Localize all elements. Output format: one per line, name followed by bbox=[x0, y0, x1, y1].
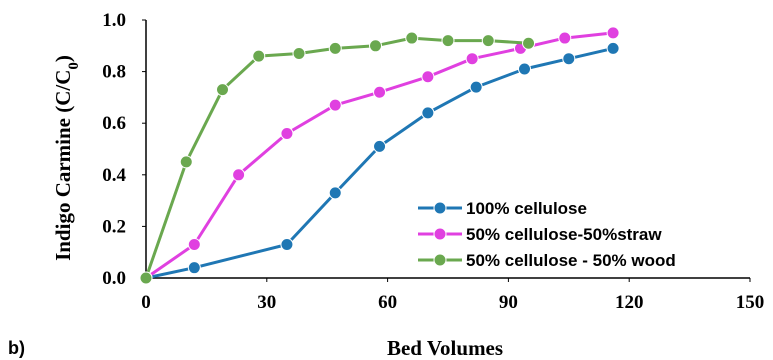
x-axis-title: Bed Volumes bbox=[387, 336, 503, 360]
data-point bbox=[139, 271, 153, 285]
y-tick-label: 0.6 bbox=[102, 113, 126, 134]
y-axis-title-subscript: 0 bbox=[66, 62, 82, 70]
panel-label: b) bbox=[8, 338, 25, 358]
legend-label: 100% cellulose bbox=[466, 199, 587, 218]
series-layer bbox=[139, 26, 620, 285]
data-point bbox=[405, 31, 419, 45]
data-point bbox=[369, 39, 383, 53]
data-point bbox=[421, 106, 435, 120]
x-tick-label: 0 bbox=[141, 292, 151, 313]
legend-item-3: 50% cellulose - 50% wood bbox=[418, 251, 676, 270]
x-tick-label: 60 bbox=[378, 292, 397, 313]
legend-item-1: 100% cellulose bbox=[418, 199, 587, 218]
legend-item-2: 50% cellulose-50%straw bbox=[418, 225, 662, 244]
data-point bbox=[252, 49, 266, 63]
data-point bbox=[280, 237, 294, 251]
data-point bbox=[216, 83, 230, 97]
series-line bbox=[145, 46, 614, 280]
data-point bbox=[518, 62, 532, 76]
data-point bbox=[558, 31, 572, 45]
legend-marker bbox=[433, 227, 447, 241]
data-point bbox=[606, 26, 620, 40]
data-point bbox=[373, 85, 387, 99]
legend-marker bbox=[433, 253, 447, 267]
series-2 bbox=[139, 26, 620, 285]
data-point bbox=[292, 47, 306, 61]
y-tick-label: 1.0 bbox=[102, 10, 126, 31]
data-point bbox=[441, 34, 455, 48]
y-tick-label: 0.4 bbox=[102, 165, 126, 186]
data-point bbox=[522, 36, 536, 50]
legend-label: 50% cellulose - 50% wood bbox=[466, 251, 676, 270]
legend: 100% cellulose 50% cellulose-50%straw 50% … bbox=[418, 199, 676, 270]
data-point bbox=[187, 237, 201, 251]
data-point bbox=[481, 34, 495, 48]
data-point bbox=[465, 52, 479, 66]
data-point bbox=[606, 41, 620, 55]
data-point bbox=[232, 168, 246, 182]
x-tick-label: 120 bbox=[615, 292, 644, 313]
y-axis-title-main: Indigo Carmine (C/C bbox=[51, 70, 75, 261]
x-tick-label: 90 bbox=[499, 292, 518, 313]
y-tick-label: 0.2 bbox=[102, 216, 126, 237]
y-axis-title-suffix: ) bbox=[51, 55, 75, 62]
data-point bbox=[562, 52, 576, 66]
y-tick-label: 0.0 bbox=[102, 268, 126, 289]
legend-label: 50% cellulose-50%straw bbox=[466, 225, 662, 244]
data-point bbox=[328, 186, 342, 200]
data-point bbox=[179, 155, 193, 169]
y-axis-title: Indigo Carmine (C/C0) bbox=[51, 55, 82, 261]
data-point bbox=[187, 261, 201, 275]
data-point bbox=[373, 139, 387, 153]
y-tick-label: 0.8 bbox=[102, 62, 126, 83]
data-point bbox=[328, 98, 342, 112]
data-point bbox=[280, 127, 294, 141]
axes: 0 30 60 90 120 150 0.0 0.2 0.4 0.6 0.8 1.0 bbox=[102, 10, 764, 313]
data-point bbox=[421, 70, 435, 84]
legend-marker bbox=[433, 201, 447, 215]
x-tick-label: 30 bbox=[257, 292, 276, 313]
series-3 bbox=[139, 31, 536, 285]
data-point bbox=[469, 80, 483, 94]
x-tick-label: 150 bbox=[736, 292, 765, 313]
series-1 bbox=[139, 41, 620, 285]
data-point bbox=[328, 41, 342, 55]
